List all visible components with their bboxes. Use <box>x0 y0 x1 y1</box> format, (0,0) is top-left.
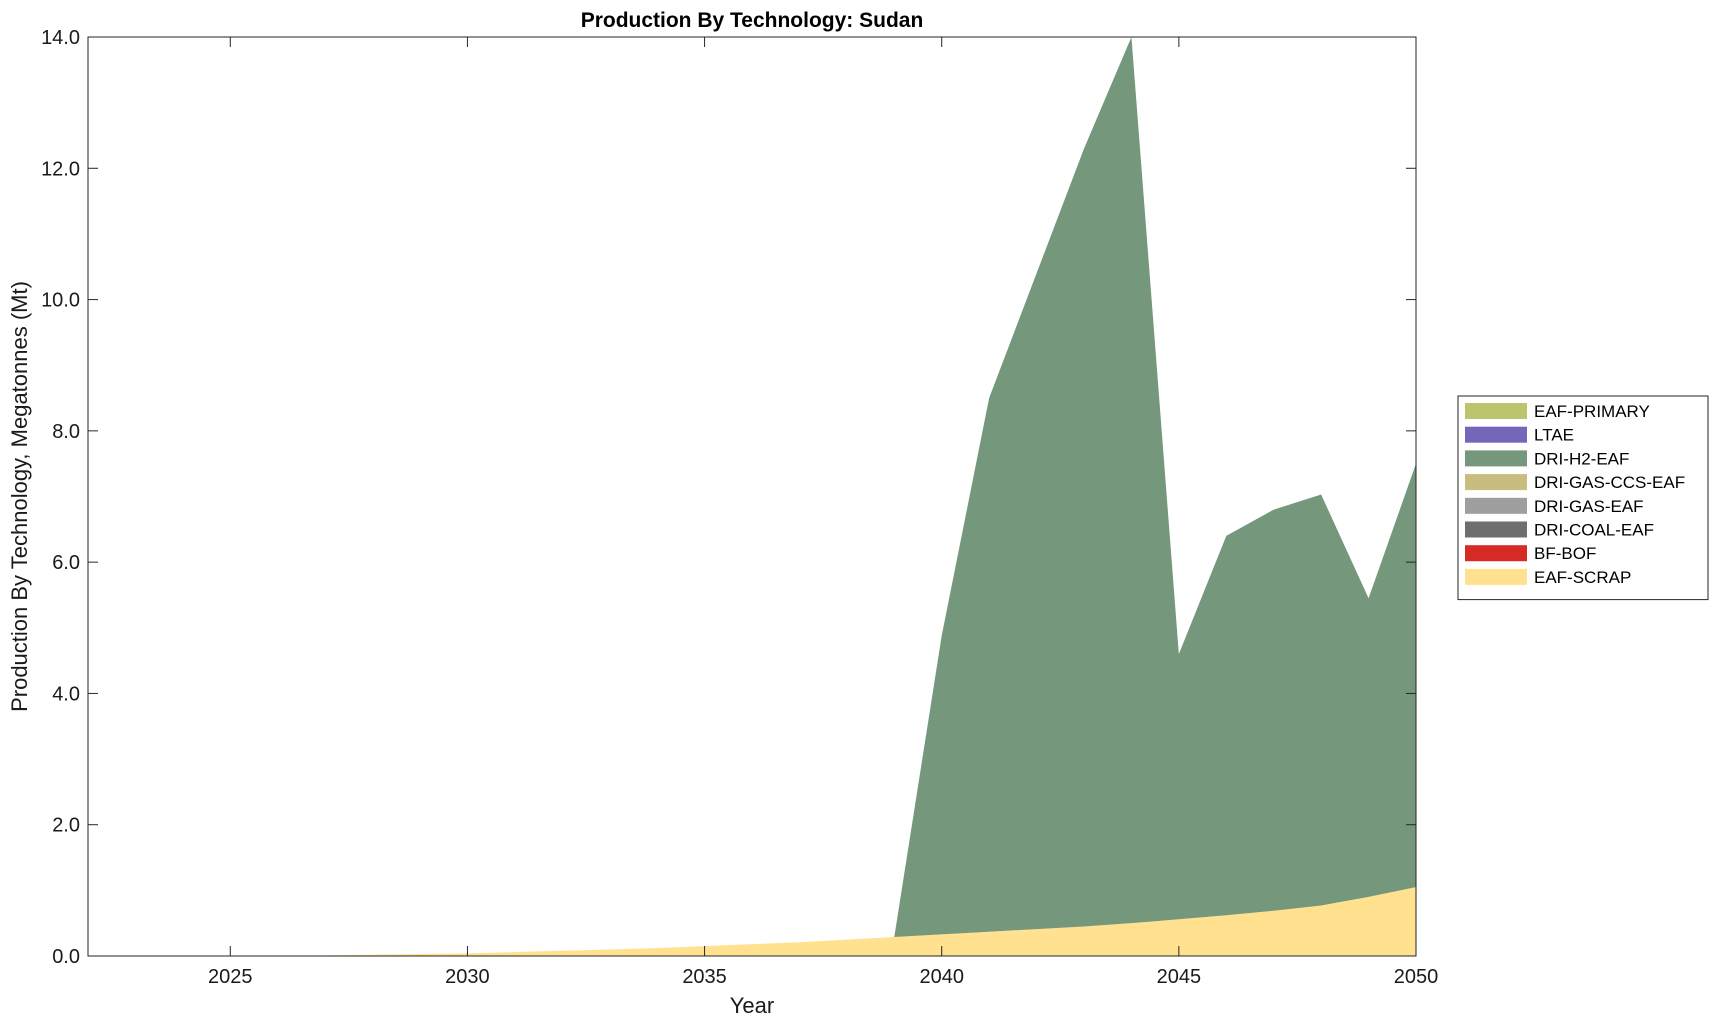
x-tick-label: 2045 <box>1157 966 1202 988</box>
x-tick-label: 2050 <box>1394 966 1439 988</box>
legend: EAF-PRIMARY LTAE DRI-H2-EAF DRI-GAS-CCS-EAF… <box>1457 395 1709 601</box>
legend-swatch <box>1465 545 1527 562</box>
legend-label: EAF-SCRAP <box>1534 568 1631 587</box>
legend-swatch <box>1465 426 1527 443</box>
legend-swatch <box>1465 474 1527 491</box>
legend-label: LTAE <box>1534 426 1574 445</box>
legend-label: DRI-GAS-EAF <box>1534 497 1644 516</box>
x-tick-label: 2025 <box>208 966 253 988</box>
y-axis-title: Production By Technology, Megatonnes (Mt… <box>7 281 32 712</box>
axes-frame <box>87 36 1417 957</box>
legend-label: EAF-PRIMARY <box>1534 402 1650 421</box>
area-eaf-scrap <box>88 887 1416 956</box>
y-tick-label: 10.0 <box>41 290 80 312</box>
legend-swatch <box>1465 403 1527 419</box>
y-tick-label: 12.0 <box>41 158 80 180</box>
chart-title: Production By Technology: Sudan <box>581 9 924 32</box>
y-tick-label: 14.0 <box>41 27 80 49</box>
legend-label: DRI-H2-EAF <box>1534 449 1629 468</box>
legend-swatch <box>1465 497 1527 514</box>
plot-areas <box>88 37 1416 956</box>
y-tick-label: 2.0 <box>52 815 80 837</box>
legend-label: DRI-COAL-EAF <box>1534 521 1654 540</box>
y-tick-label: 6.0 <box>52 552 80 574</box>
x-tick-label: 2040 <box>919 966 964 988</box>
x-axis-title: Year <box>730 993 774 1018</box>
y-tick-label: 8.0 <box>52 421 80 443</box>
area-dri-h2-eaf <box>88 37 1416 956</box>
y-tick-label: 0.0 <box>52 946 80 968</box>
legend-swatch <box>1465 450 1527 467</box>
axes <box>87 36 1417 957</box>
x-ticks: 2025 2030 2035 2040 2045 2050 <box>208 37 1438 988</box>
legend-swatch <box>1465 521 1527 538</box>
y-tick-label: 4.0 <box>52 683 80 705</box>
legend-swatch <box>1465 568 1527 585</box>
x-tick-label: 2035 <box>682 966 727 988</box>
legend-label: BF-BOF <box>1534 544 1596 563</box>
legend-label: DRI-GAS-CCS-EAF <box>1534 473 1685 492</box>
y-ticks: 0.0 2.0 4.0 6.0 8.0 10.0 12.0 14.0 <box>41 27 1416 968</box>
x-tick-label: 2030 <box>445 966 490 988</box>
